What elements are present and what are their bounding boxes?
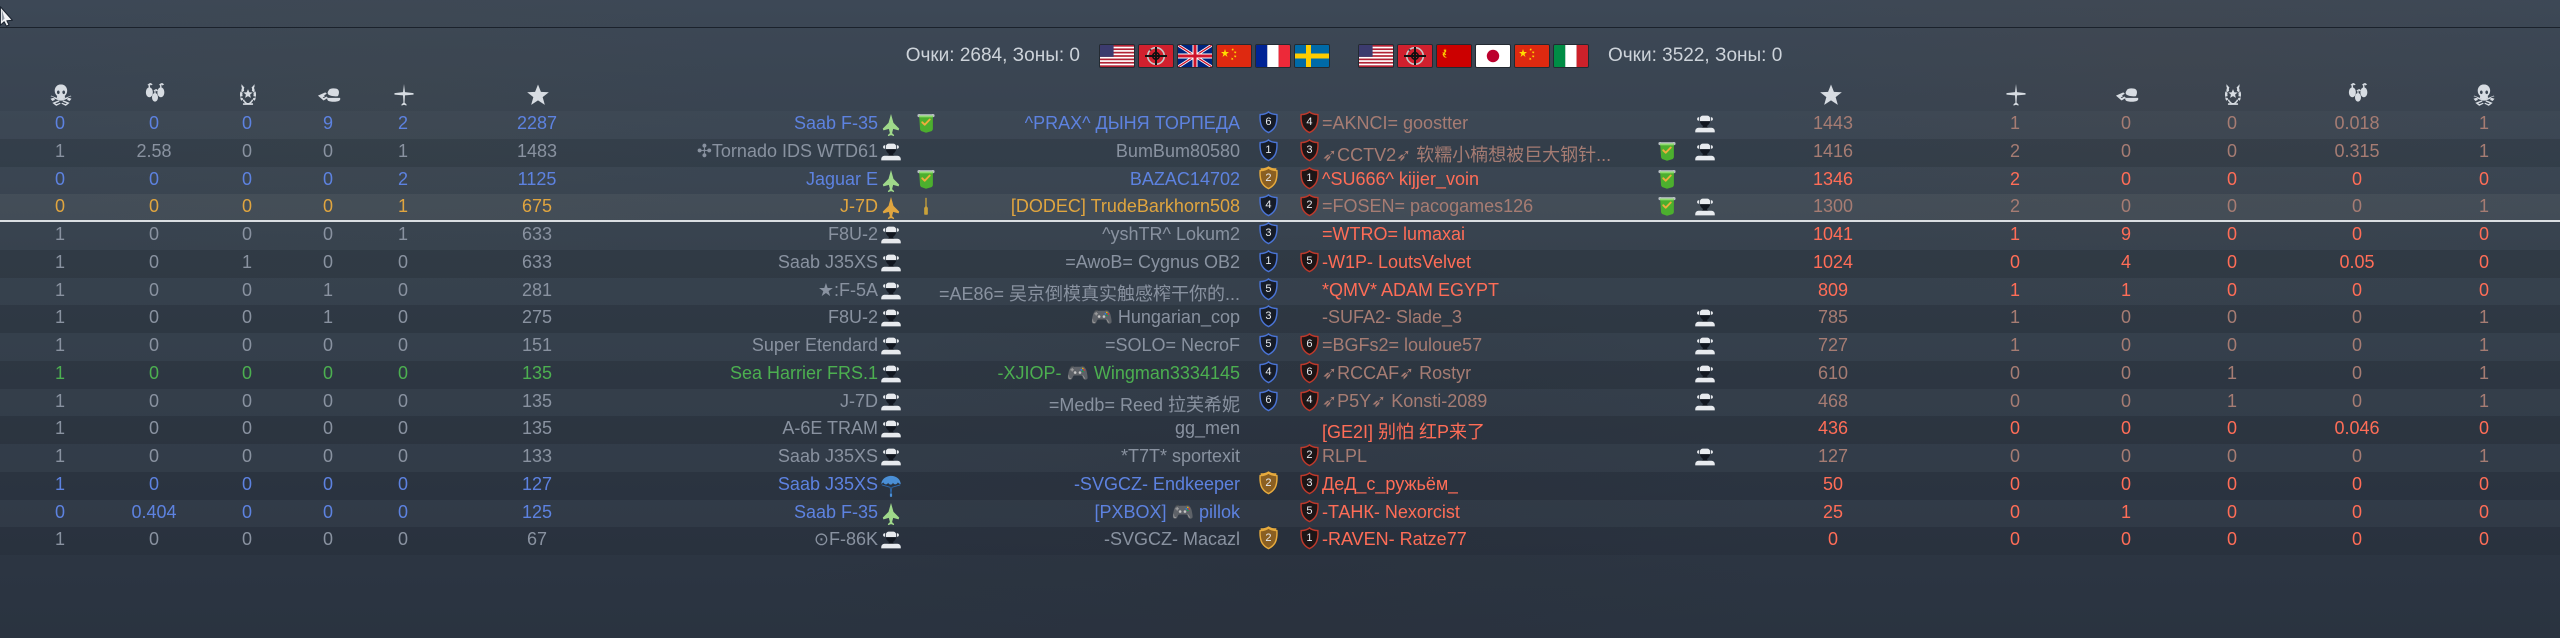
svg-text:2: 2 — [1306, 449, 1312, 461]
svg-text:4: 4 — [1306, 394, 1312, 406]
svg-text:6: 6 — [1306, 338, 1312, 350]
svg-text:5: 5 — [1306, 505, 1312, 517]
svg-text:3: 3 — [1306, 477, 1312, 489]
svg-text:5: 5 — [1306, 255, 1312, 267]
svg-text:4: 4 — [1306, 116, 1312, 128]
svg-text:1: 1 — [1306, 532, 1312, 544]
svg-text:6: 6 — [1306, 366, 1312, 378]
svg-text:3: 3 — [1306, 144, 1312, 156]
svg-text:1: 1 — [1306, 172, 1312, 184]
svg-text:2: 2 — [1306, 199, 1312, 211]
